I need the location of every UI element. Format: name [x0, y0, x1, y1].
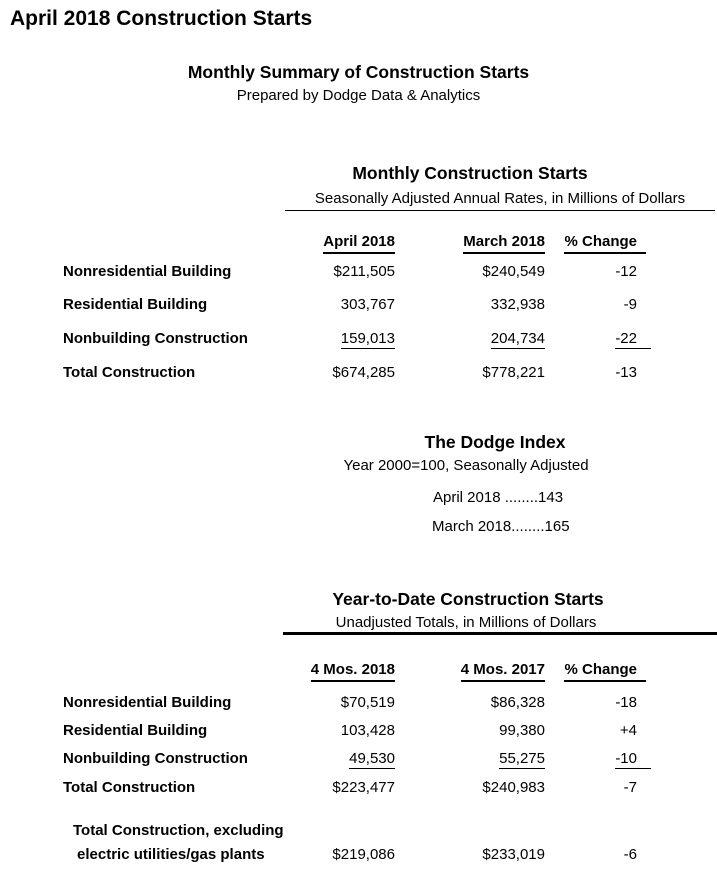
table-row-excluding: electric utilities/gas plants $219,086 $… [0, 846, 717, 863]
monthly-col-header-change: % Change [564, 233, 646, 254]
row-value: 55,275 [499, 750, 545, 769]
row-label-line2: electric utilities/gas plants [77, 846, 265, 863]
monthly-header-row: April 2018 March 2018 % Change [0, 233, 717, 254]
ytd-col-header-2: 4 Mos. 2017 [460, 661, 545, 682]
row-change: -9 [623, 296, 637, 313]
row-value: $219,086 [332, 846, 395, 863]
table-row-total: Total Construction $674,285 $778,221 -13 [0, 364, 717, 381]
row-value: $211,505 [333, 263, 395, 280]
row-value: 332,938 [490, 296, 545, 313]
ytd-section-title: Year-to-Date Construction Starts [332, 589, 604, 609]
monthly-section-divider [285, 210, 715, 211]
ytd-header-row: 4 Mos. 2018 4 Mos. 2017 % Change [0, 661, 717, 682]
table-row-subtotal: Nonbuilding Construction 159,013 204,734… [0, 330, 717, 349]
row-value: $674,285 [332, 364, 395, 381]
table-row-subtotal: Nonbuilding Construction 49,530 55,275 -… [0, 750, 717, 769]
row-value: $86,328 [490, 694, 545, 711]
row-label: Nonbuilding Construction [63, 330, 248, 347]
row-value: 49,530 [349, 750, 395, 769]
ytd-section-subtitle: Unadjusted Totals, in Millions of Dollar… [335, 614, 597, 631]
summary-title: Monthly Summary of Construction Starts [187, 62, 530, 82]
row-label: Total Construction [63, 779, 196, 796]
monthly-section-title: Monthly Construction Starts [352, 163, 588, 183]
row-change: -22 [615, 330, 651, 349]
row-label: Nonbuilding Construction [63, 750, 248, 767]
row-change: -12 [615, 263, 637, 280]
row-change: -7 [623, 779, 637, 796]
row-label-line1: Total Construction, excluding [73, 822, 284, 839]
row-change: -13 [615, 364, 637, 381]
row-label: Residential Building [63, 722, 208, 739]
table-row: Nonresidential Building $70,519 $86,328 … [0, 694, 717, 711]
dodge-index-subtitle: Year 2000=100, Seasonally Adjusted [343, 457, 589, 474]
table-row: Nonresidential Building $211,505 $240,54… [0, 263, 717, 280]
row-value: 99,380 [499, 722, 545, 739]
prepared-by-line: Prepared by Dodge Data & Analytics [236, 87, 481, 104]
row-value: $240,549 [482, 263, 545, 280]
table-row: Residential Building 303,767 332,938 -9 [0, 296, 717, 313]
ytd-col-header-1: 4 Mos. 2018 [310, 661, 395, 682]
monthly-col-header-1: April 2018 [323, 233, 395, 254]
row-value: 159,013 [340, 330, 395, 349]
row-label: Nonresidential Building [63, 694, 232, 711]
monthly-section-subtitle: Seasonally Adjusted Annual Rates, in Mil… [314, 190, 686, 207]
ytd-col-header-change: % Change [564, 661, 646, 682]
row-change: +4 [619, 722, 637, 739]
dodge-index-title: The Dodge Index [424, 432, 566, 452]
row-value: $240,983 [482, 779, 545, 796]
row-value: 204,734 [490, 330, 545, 349]
monthly-col-header-2: March 2018 [463, 233, 545, 254]
table-row-total: Total Construction $223,477 $240,983 -7 [0, 779, 717, 796]
row-change: -10 [615, 750, 651, 769]
row-value: 303,767 [340, 296, 395, 313]
row-value: 103,428 [340, 722, 395, 739]
page-title: April 2018 Construction Starts [10, 7, 313, 30]
row-change: -6 [623, 846, 637, 863]
table-row: Residential Building 103,428 99,380 +4 [0, 722, 717, 739]
row-change: -18 [615, 694, 637, 711]
row-value: $70,519 [340, 694, 395, 711]
row-label: Residential Building [63, 296, 208, 313]
row-value: $233,019 [482, 846, 545, 863]
row-label: Nonresidential Building [63, 263, 232, 280]
row-value: $778,221 [482, 364, 545, 381]
dodge-index-entry: March 2018........165 [432, 518, 570, 535]
dodge-index-entry: April 2018 ........143 [433, 489, 564, 506]
ytd-section-divider [283, 632, 717, 635]
row-value: $223,477 [332, 779, 395, 796]
row-label: Total Construction [63, 364, 196, 381]
